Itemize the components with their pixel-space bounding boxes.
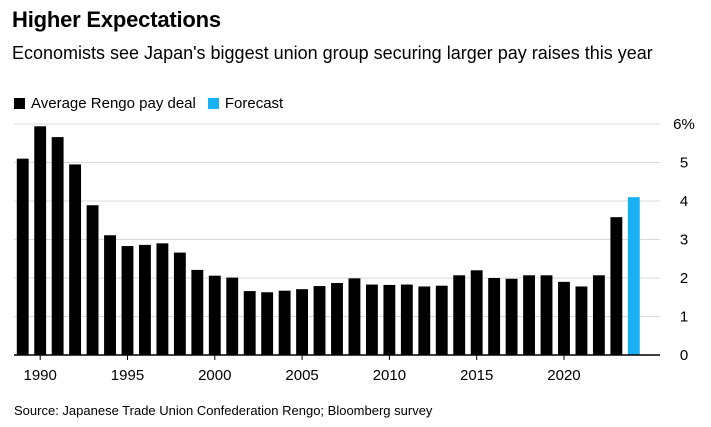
x-tick-label: 2005 [285,367,318,384]
bar [592,275,605,355]
x-tick-label: 1990 [24,367,57,384]
bar [348,278,361,355]
legend-swatch-blue [207,98,219,109]
x-tick-label: 2010 [373,367,406,384]
bar [104,235,116,355]
bar [156,243,169,355]
bar [16,158,29,355]
bar [173,252,186,355]
bar [400,284,413,355]
bar [523,275,535,355]
bar [365,284,378,355]
chart-subtitle: Economists see Japan's biggest union gro… [12,43,653,63]
bar [243,291,256,355]
x-tick-label: 2015 [460,367,493,384]
bar [226,277,239,355]
x-tick-label: 1995 [111,367,144,384]
bar [575,286,588,355]
bar [627,197,640,355]
y-tick-label: 3 [680,232,688,249]
bar [191,269,204,355]
legend-item-forecast: Forecast [207,95,284,112]
legend-item-average-rengo-pay-deal: Average Rengo pay deal [14,95,196,112]
bar [418,286,431,355]
bar [453,275,466,355]
x-tick-label: 2020 [547,367,580,384]
legend-label: Average Rengo pay deal [31,95,196,112]
bar [278,290,291,355]
bar [540,275,553,355]
bar [610,217,623,355]
y-tick-label: 4 [680,193,688,210]
bar [313,286,326,355]
bar [121,246,134,355]
bar [488,278,501,355]
bar [51,137,64,355]
bar [86,205,99,355]
bar [261,292,274,355]
y-tick-label: 5 [680,155,688,172]
x-tick-label: 2000 [198,367,231,384]
y-tick-label: 6% [673,116,695,133]
source-note: Source: Japanese Trade Union Confederati… [14,403,433,418]
bar [296,289,309,355]
y-tick-label: 1 [680,309,688,326]
bar [34,126,47,355]
bar [69,164,82,355]
bar [383,284,396,355]
bar [558,281,570,355]
bar [331,283,343,355]
bar [139,244,151,355]
bar [208,275,221,355]
legend-swatch-black [14,98,25,109]
bar [435,285,448,355]
y-tick-label: 2 [680,270,688,287]
legend-label: Forecast [224,95,284,112]
bar [470,270,483,355]
bar [505,278,518,355]
legend: Average Rengo pay deal Forecast [14,95,295,112]
y-tick-label: 0 [680,347,688,364]
chart-title: Higher Expectations [12,7,221,32]
